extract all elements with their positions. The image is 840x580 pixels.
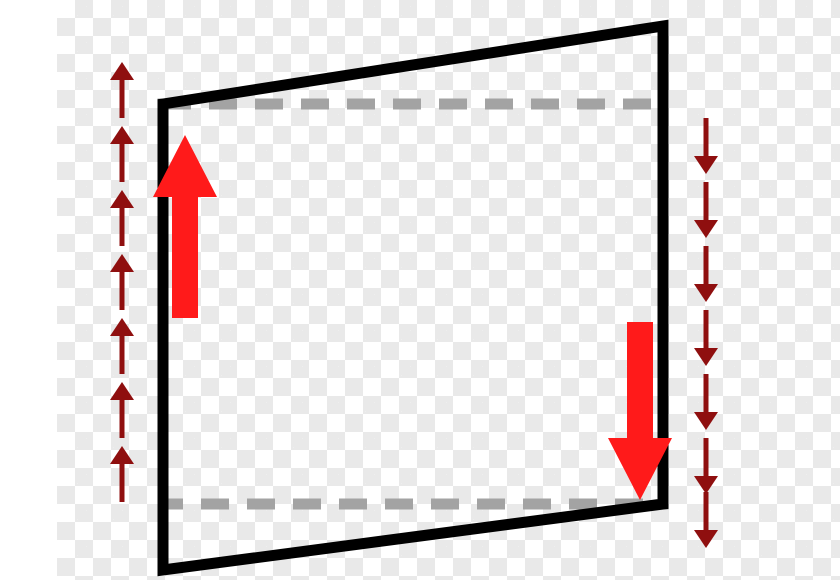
distributed-load-arrows xyxy=(110,62,718,548)
small-arrow-up xyxy=(110,190,134,246)
reference-square xyxy=(163,104,663,504)
small-arrow-up xyxy=(110,446,134,502)
small-arrow-down xyxy=(694,492,718,548)
small-arrow-up xyxy=(110,254,134,310)
small-arrow-down xyxy=(694,374,718,430)
small-arrow-down xyxy=(694,310,718,366)
small-arrow-up xyxy=(110,382,134,438)
small-arrow-up xyxy=(110,62,134,118)
small-arrow-up xyxy=(110,126,134,182)
small-arrow-up xyxy=(110,318,134,374)
shear-force-arrows xyxy=(153,135,672,500)
diagram-canvas xyxy=(0,0,840,580)
small-arrow-down xyxy=(694,118,718,174)
small-arrow-down xyxy=(694,246,718,302)
small-arrow-down xyxy=(694,182,718,238)
shear-diagram-svg xyxy=(0,0,840,580)
small-arrow-down xyxy=(694,438,718,494)
